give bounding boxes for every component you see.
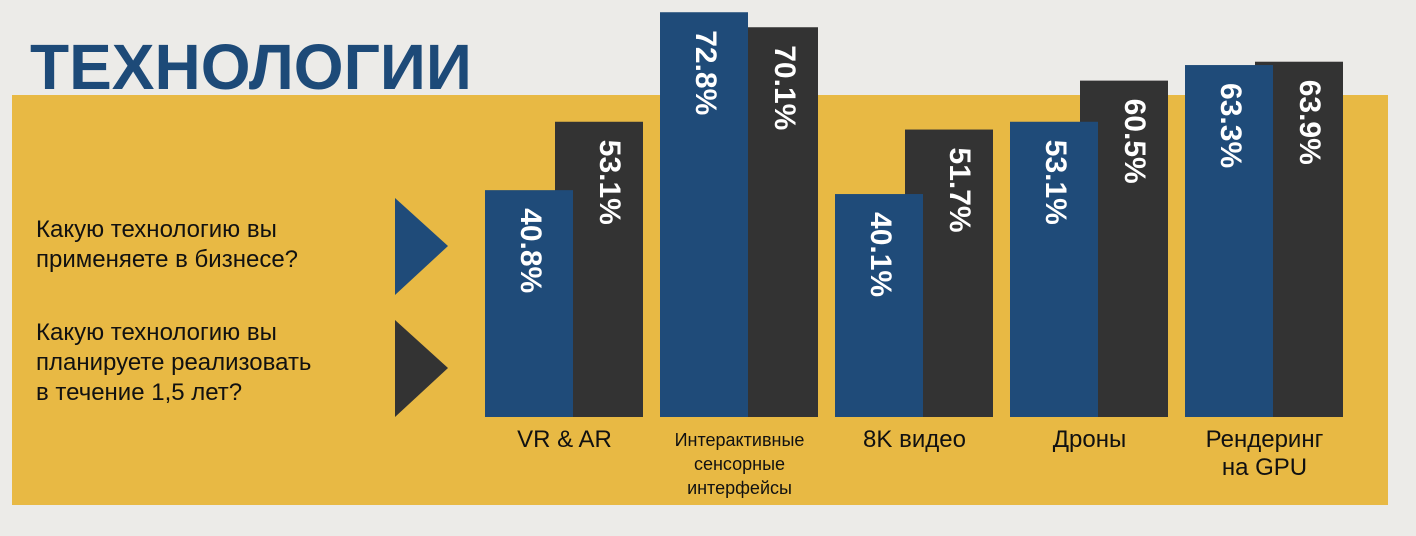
legend-label: Какую технологию вы применяете в бизнесе… [36,216,299,273]
bar [485,190,573,417]
x-tick-label: Дроны [1052,426,1127,453]
x-tick-label: 8K видео [863,426,966,453]
value-label: 40.1% [864,212,897,297]
bars: 53.1% 40.8% 70.1% 72.8% 51.7% 40.1% 60.5% 53.1%… [485,12,1343,418]
value-label: 51.7% [943,148,976,233]
bar [1010,121,1098,417]
value-label: 63.9% [1293,80,1326,165]
legend-marker [395,198,448,295]
x-tick-label: VR & AR [517,426,612,453]
value-label: 40.8% [514,208,547,293]
value-label: 72.8% [689,30,722,115]
bar [660,12,748,418]
bar [835,194,923,417]
value-label: 60.5% [1118,99,1151,184]
value-label: 53.1% [1039,140,1072,225]
chart-title: ТЕХНОЛОГИИ [30,31,472,103]
value-label: 53.1% [593,140,626,225]
value-label: 63.3% [1214,83,1247,168]
legend-marker [395,320,448,417]
legend-label: Какую технологию вы планируете реализова… [36,319,312,406]
x-tick-label: Рендеринг на GPU [1205,426,1324,481]
value-label: 70.1% [768,45,801,130]
x-tick-label: Интерактивные сенсорные интерфейсы [674,430,805,498]
bar [1185,65,1273,417]
